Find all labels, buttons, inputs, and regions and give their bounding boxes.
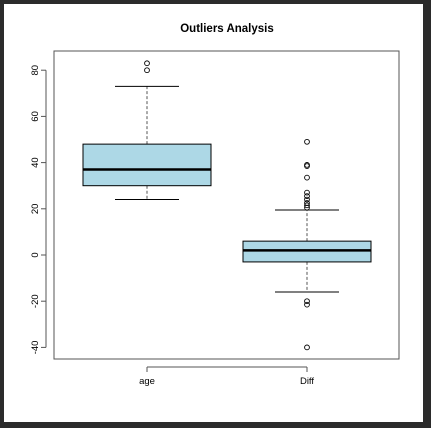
outlier-point [304,196,310,203]
boxes-group [82,60,372,351]
chart-title: Outliers Analysis [180,23,274,35]
plot-frame: Outliers Analysis 80 60 40 20 0 -20 -40 age Dif… [4,4,423,422]
y-tick-label: 0 [30,252,41,257]
outlier-point [144,60,150,67]
outlier-point [304,162,310,168]
y-tick-label: -40 [30,341,41,355]
x-tick-label-age: age [139,376,155,387]
y-tick-label: 80 [30,65,41,76]
x-axis: age Diff [139,366,314,387]
y-axis: 80 60 40 20 0 -20 -40 [30,65,47,355]
y-tick-label: 40 [30,157,41,168]
outlier-point [144,67,150,74]
outlier-point [304,301,310,308]
boxplot-chart: Outliers Analysis 80 60 40 20 0 -20 -40 age Dif… [30,23,400,387]
plot-area-border [53,50,400,360]
box-age [82,143,212,187]
y-tick-label: 60 [30,111,41,122]
outlier-point [304,344,310,351]
y-tick-label: 20 [30,204,41,215]
y-tick-label: -20 [30,294,41,308]
x-tick-label-diff: Diff [300,376,314,387]
outlier-point [304,193,310,199]
outlier-point [304,138,310,145]
outlier-point [304,200,310,206]
outlier-point [304,174,310,181]
outlier-point [304,298,310,305]
outlier-point [304,189,310,196]
outlier-point [304,202,310,209]
